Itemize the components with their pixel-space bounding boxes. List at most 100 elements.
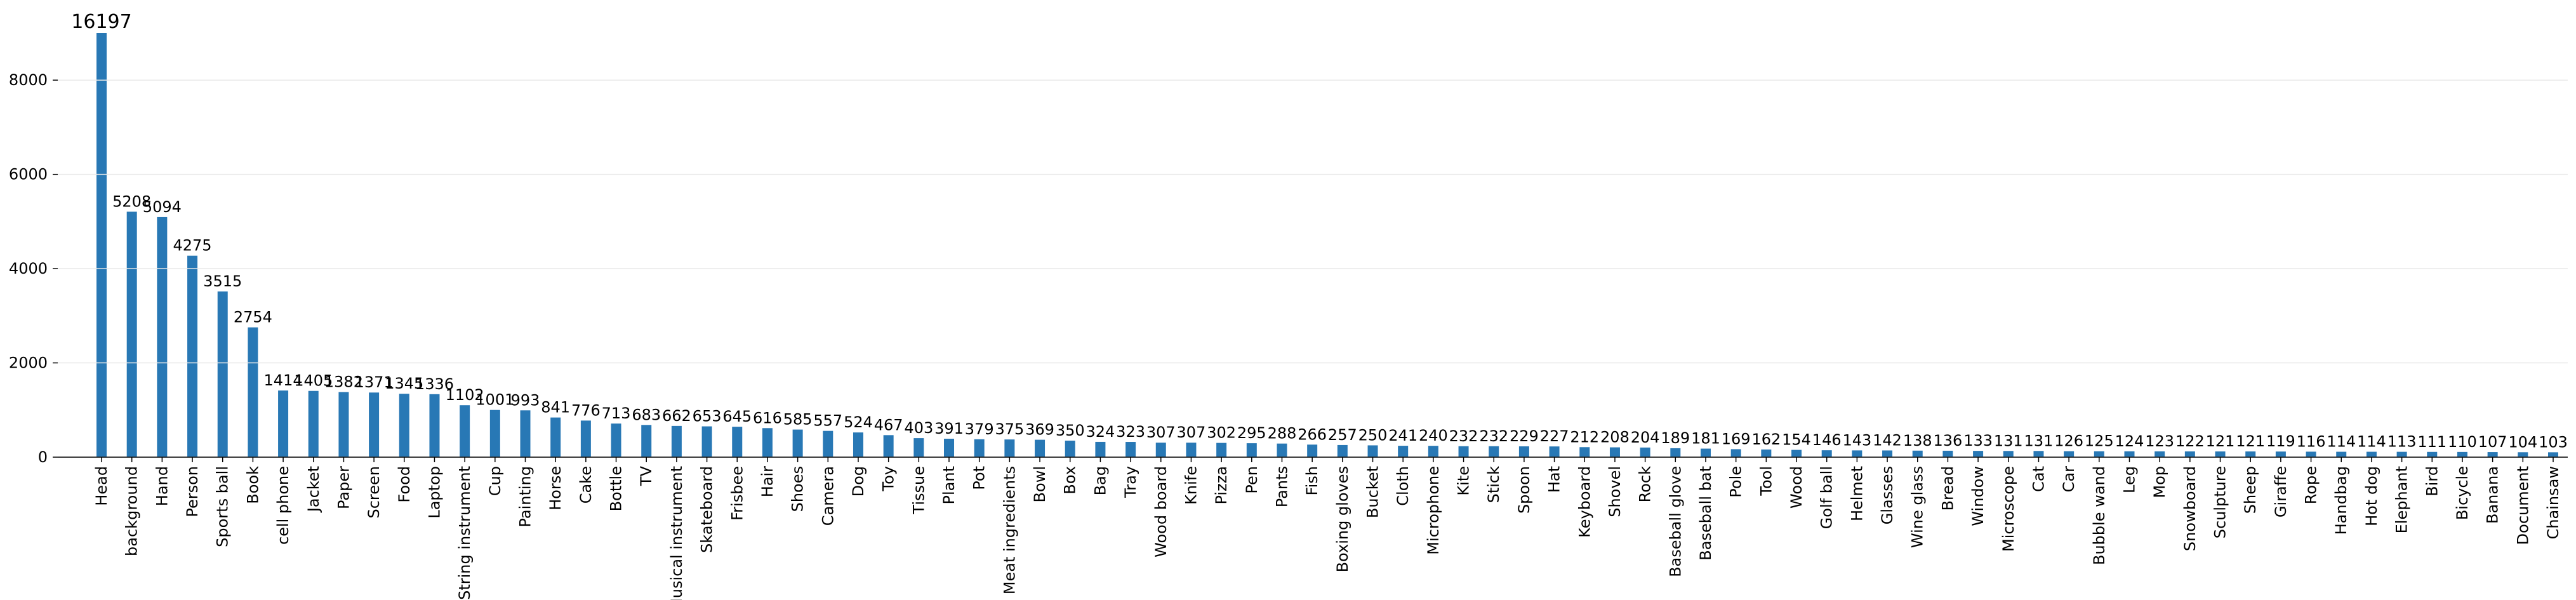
value-label: 1001 [475, 391, 514, 409]
x-tick-label: Meat ingredients [1000, 466, 1018, 594]
value-label: 111 [2417, 433, 2447, 451]
bar [1609, 447, 1620, 457]
x-tick-label: Document [2514, 466, 2532, 545]
value-label: 123 [2145, 432, 2174, 450]
x-tick-label: Wood [1788, 466, 1805, 509]
x-tick-label: Pizza [1212, 466, 1230, 505]
x-tick-label: Painting [517, 466, 534, 528]
value-label: 240 [1419, 427, 1448, 444]
value-label: 585 [783, 411, 813, 429]
y-tick-label: 4000 [9, 260, 48, 277]
x-tick-label: Bowl [1031, 466, 1049, 502]
value-label: 713 [602, 404, 631, 422]
value-label: 288 [1268, 425, 1297, 443]
x-tick-label: Screen [365, 466, 383, 519]
x-tick-label: Chainsaw [2544, 466, 2562, 539]
value-label: 212 [1570, 428, 1599, 446]
x-tick-label: Microphone [1424, 466, 1442, 555]
bar [2154, 451, 2165, 457]
bar [611, 423, 621, 457]
x-tick-label: Golf ball [1818, 466, 1836, 529]
value-label: 369 [1025, 421, 1054, 439]
value-label: 126 [2054, 432, 2083, 450]
bar [1549, 446, 1560, 457]
bar [1398, 446, 1409, 457]
x-tick-label: Window [1969, 466, 1987, 526]
x-tick-label: Toy [880, 466, 898, 491]
value-label: 391 [934, 420, 964, 437]
bar [2487, 452, 2498, 457]
bar [1518, 446, 1529, 457]
value-label: 841 [541, 399, 570, 417]
x-tick-label: Giraffe [2272, 466, 2290, 517]
x-tick-label: Cake [577, 466, 595, 503]
value-label: 114 [2357, 433, 2386, 451]
bar [278, 390, 289, 457]
value-label: 143 [1842, 431, 1871, 449]
bar [974, 439, 985, 457]
bar [1428, 446, 1438, 457]
bar [2064, 451, 2075, 457]
x-tick-label: Hand [153, 466, 171, 506]
value-label: 524 [844, 413, 873, 431]
value-label: 616 [753, 409, 782, 427]
x-tick-label: Laptop [425, 466, 443, 519]
value-label: 307 [1177, 423, 1206, 441]
value-label: 119 [2266, 432, 2295, 450]
value-label: 121 [2206, 432, 2235, 450]
x-tick-label: Fish [1303, 466, 1321, 495]
value-label: 136 [1934, 432, 1963, 450]
x-tick-label: Hair [759, 466, 776, 497]
x-tick-label: Glasses [1878, 466, 1896, 524]
x-tick-label: Helmet [1848, 466, 1866, 521]
value-label: 302 [1207, 424, 1236, 442]
x-tick-label: Spoon [1515, 466, 1533, 514]
bar [1640, 447, 1650, 457]
x-tick-label: Baseball glove [1666, 466, 1684, 577]
bar [550, 417, 561, 457]
x-tick-label: Bread [1939, 466, 1956, 511]
x-tick-label: Mop [2151, 466, 2168, 498]
x-tick-label: Car [2060, 466, 2078, 492]
x-tick-label: Tray [1122, 466, 1139, 498]
x-tick-label: Elephant [2393, 466, 2411, 533]
x-tick-label: Dog [849, 466, 867, 497]
value-label: 138 [1903, 432, 1932, 450]
x-tick-label: Microscope [2000, 466, 2017, 552]
value-label: 683 [632, 406, 661, 423]
value-label: 350 [1056, 422, 1085, 439]
bar [1852, 450, 1862, 457]
value-label: 266 [1298, 425, 1327, 443]
x-tick-label: Horse [547, 466, 564, 510]
x-tick-label: Keyboard [1576, 466, 1593, 538]
bar [2003, 451, 2014, 457]
bar [2396, 451, 2407, 457]
bar [248, 327, 258, 457]
value-label: 131 [1994, 432, 2023, 450]
bar [2124, 451, 2135, 457]
value-label: 1345 [385, 375, 423, 392]
x-tick-label: Stick [1485, 466, 1503, 503]
value-label: 653 [693, 408, 722, 425]
bar [2457, 451, 2467, 457]
x-tick-label: Hat [1546, 466, 1564, 493]
bar [520, 410, 531, 457]
x-tick-label: Bucket [1364, 466, 1382, 518]
bar [1367, 445, 1378, 457]
bar [460, 405, 470, 457]
bar [913, 438, 924, 457]
value-label: 1371 [355, 373, 394, 391]
bar [1973, 451, 1984, 457]
value-label: 5208 [112, 192, 151, 210]
bar [944, 438, 955, 457]
x-tick-label: Musical instrument [668, 466, 686, 600]
x-tick-label: Sports ball [214, 466, 232, 547]
x-tick-label: Person [183, 466, 201, 517]
x-tick-label: Wood board [1152, 466, 1170, 557]
x-tick-label: TV [637, 465, 655, 486]
value-label: 403 [904, 419, 933, 437]
x-tick-label: Banana [2484, 466, 2502, 524]
bar [1065, 441, 1075, 457]
bar [1882, 450, 1893, 457]
bar [1186, 443, 1197, 457]
